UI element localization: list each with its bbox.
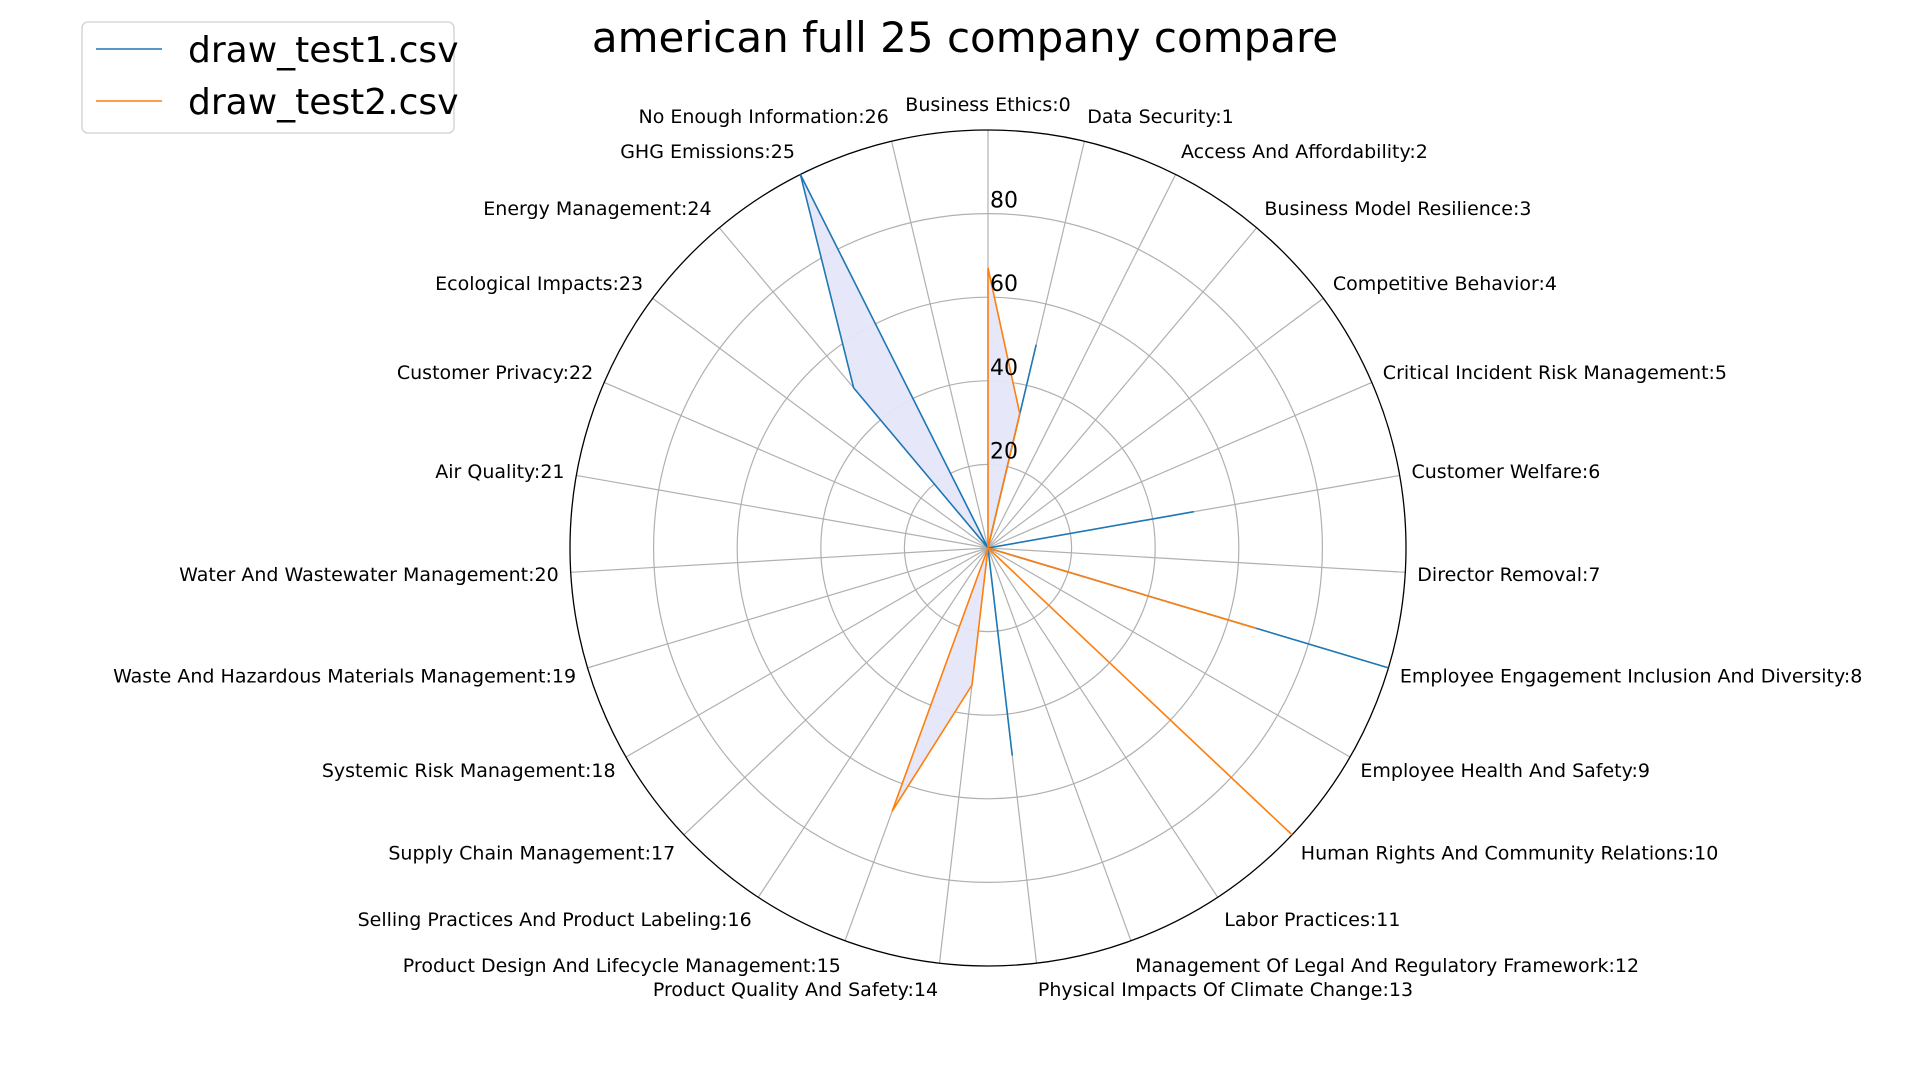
category-label-1: Data Security:1 <box>1087 106 1234 128</box>
grid-spoke-5 <box>987 381 1373 549</box>
category-label-3: Business Model Resilience:3 <box>1264 198 1531 220</box>
grid-spoke-22 <box>603 381 989 549</box>
r-tick-label-40: 40 <box>990 356 1018 381</box>
chart-title: american full 25 company compare <box>592 13 1338 62</box>
legend-frame <box>81 21 455 134</box>
grid-spoke-12 <box>987 547 1132 941</box>
category-label-9: Employee Health And Safety:9 <box>1360 760 1650 782</box>
grid-spoke-7 <box>987 547 1406 573</box>
category-label-18: Systemic Risk Management:18 <box>322 760 616 782</box>
grid-spoke-4 <box>987 297 1324 549</box>
legend-label-series-2: draw_test2.csv <box>188 82 459 123</box>
grid-spoke-3 <box>987 227 1258 549</box>
grid-spoke-17 <box>683 547 989 836</box>
category-label-14: Product Quality And Safety:14 <box>653 979 938 1001</box>
category-label-24: Energy Management:24 <box>483 198 711 220</box>
grid-spoke-20 <box>570 547 989 573</box>
series-2-fill <box>892 267 1293 835</box>
legend: draw_test1.csv draw_test2.csv <box>81 21 459 134</box>
category-label-7: Director Removal:7 <box>1417 564 1600 586</box>
series-2-line <box>891 267 1293 836</box>
category-label-17: Supply Chain Management:17 <box>388 843 675 865</box>
category-label-0: Business Ethics:0 <box>905 94 1070 116</box>
category-label-13: Physical Impacts Of Climate Change:13 <box>1038 979 1413 1001</box>
outer-circle <box>569 129 1407 967</box>
category-label-8: Employee Engagement Inclusion And Divers… <box>1400 665 1862 687</box>
grid-spoke-16 <box>757 547 989 898</box>
category-label-11: Labor Practices:11 <box>1224 909 1400 931</box>
category-label-15: Product Design And Lifecycle Management:… <box>403 955 841 977</box>
grid-spoke-19 <box>587 547 989 669</box>
category-label-22: Customer Privacy:22 <box>397 362 593 384</box>
grid-spoke-2 <box>987 174 1177 549</box>
category-label-10: Human Rights And Community Relations:10 <box>1301 843 1719 865</box>
grid-spoke-18 <box>625 547 989 758</box>
category-labels: Business Ethics:0 Data Security:1 Access A… <box>113 94 1862 1001</box>
category-label-26: No Enough Information:26 <box>639 106 889 128</box>
grid-spoke-21 <box>576 474 989 549</box>
category-label-20: Water And Wastewater Management:20 <box>179 564 559 586</box>
category-label-2: Access And Affordability:2 <box>1181 141 1428 163</box>
radial-tick-labels: 20 40 60 80 <box>990 189 1018 465</box>
category-label-5: Critical Incident Risk Management:5 <box>1383 362 1727 384</box>
r-tick-label-80: 80 <box>990 189 1018 214</box>
category-label-6: Customer Welfare:6 <box>1412 461 1601 483</box>
r-tick-label-60: 60 <box>990 272 1018 297</box>
series-layer <box>799 174 1389 836</box>
category-label-19: Waste And Hazardous Materials Management… <box>113 665 576 687</box>
grid-spoke-9 <box>987 547 1351 758</box>
category-label-16: Selling Practices And Product Labeling:1… <box>358 909 752 931</box>
category-label-4: Competitive Behavior:4 <box>1333 273 1557 295</box>
category-label-23: Ecological Impacts:23 <box>435 273 643 295</box>
category-label-12: Management Of Legal And Regulatory Frame… <box>1135 955 1639 977</box>
category-label-21: Air Quality:21 <box>435 461 564 483</box>
category-label-25: GHG Emissions:25 <box>620 141 795 163</box>
legend-label-series-1: draw_test1.csv <box>188 30 459 71</box>
grid-spoke-11 <box>987 547 1219 898</box>
grid-spoke-23 <box>652 297 989 549</box>
grid-spoke-26 <box>891 141 989 549</box>
r-tick-label-20: 20 <box>990 439 1018 464</box>
